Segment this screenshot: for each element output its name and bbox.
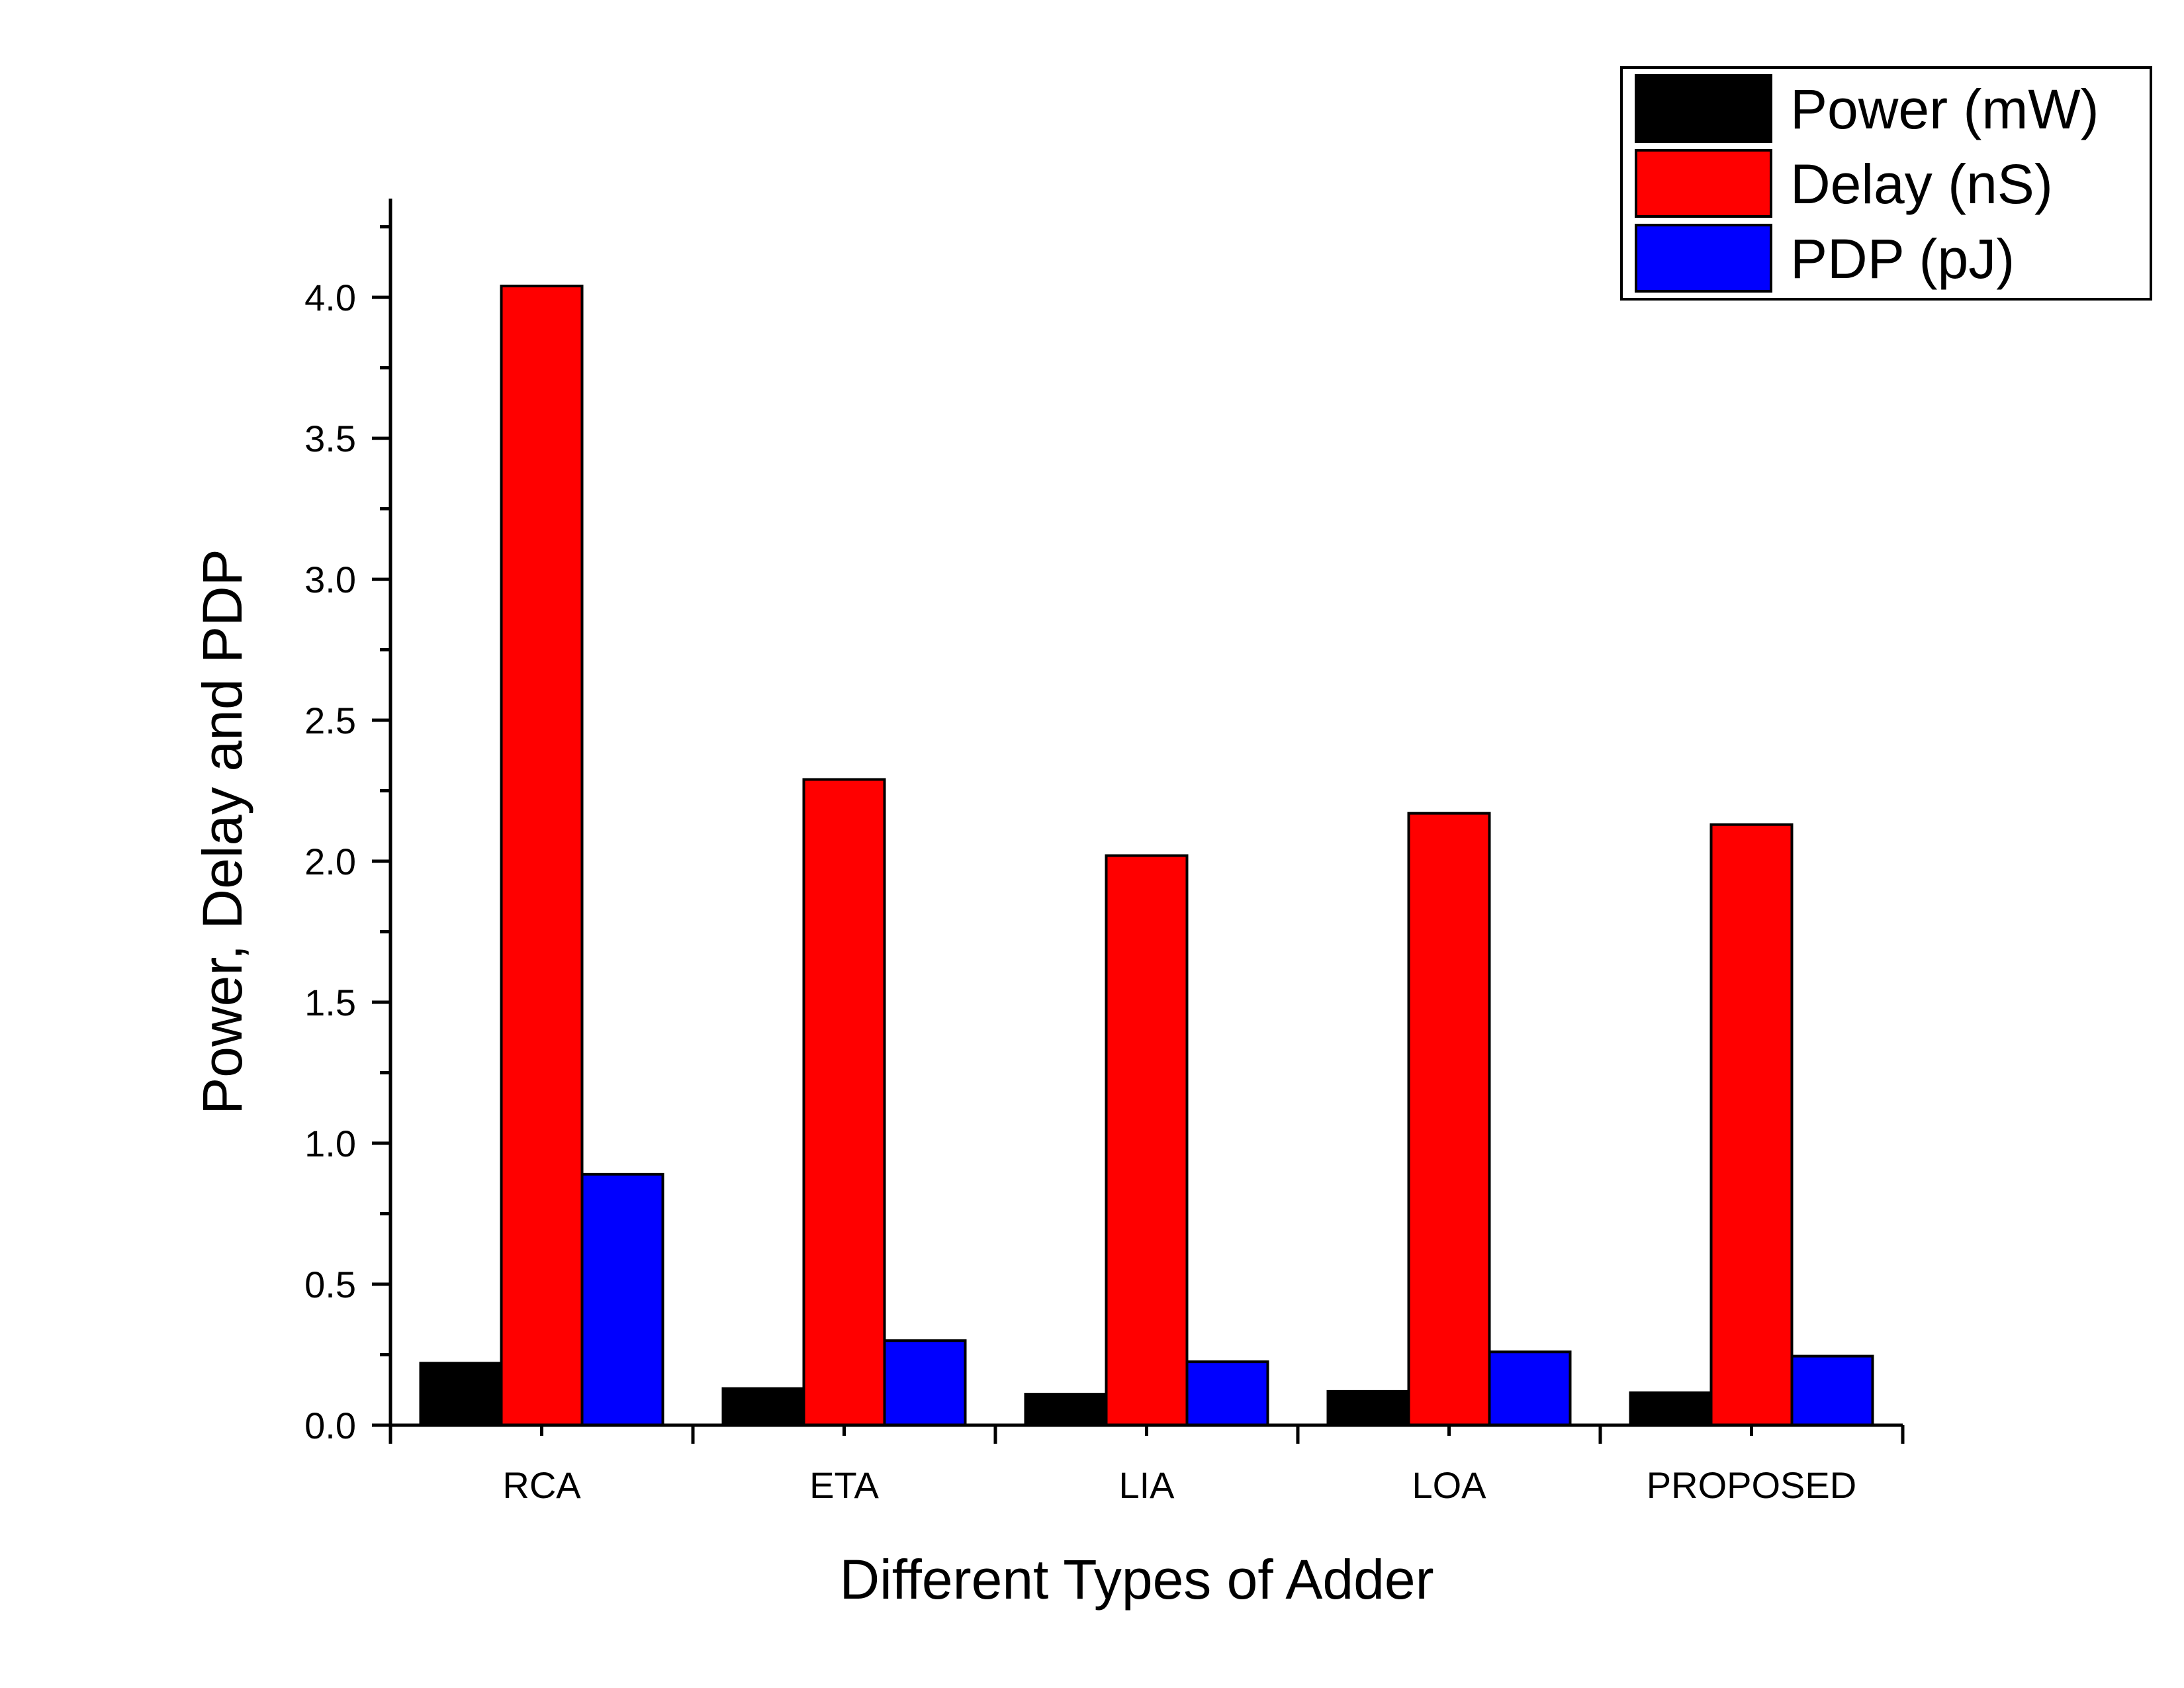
- bar-loa-power: [1326, 1389, 1410, 1427]
- x-tick-label: ETA: [809, 1464, 879, 1506]
- bar-proposed-delay: [1709, 823, 1794, 1427]
- legend-label: PDP (pJ): [1790, 228, 2015, 290]
- legend-swatch: [1635, 149, 1772, 218]
- x-tick-label: LOA: [1412, 1464, 1486, 1506]
- y-tick-label: 3.0: [304, 559, 356, 600]
- bar-eta-delay: [802, 778, 886, 1427]
- y-tick-label: 2.0: [304, 841, 356, 882]
- axes-layer: [372, 199, 1905, 1444]
- labels-layer: RCA ETA LIA LOA PROPOSED 0.0 0.5 1.0 1.5 2.0 2.5 3.…: [191, 277, 1856, 1611]
- y-axis-title: Power, Delay and PDP: [191, 549, 253, 1114]
- bar-eta-pdp: [883, 1339, 967, 1427]
- y-tick-label: 2.5: [304, 700, 356, 741]
- bar-lia-pdp: [1185, 1360, 1269, 1427]
- bar-rca-delay: [500, 285, 584, 1427]
- bar-eta-power: [721, 1387, 805, 1427]
- x-tick-label: LIA: [1118, 1464, 1175, 1506]
- legend-swatch: [1635, 224, 1772, 293]
- y-tick-label: 1.0: [304, 1123, 356, 1164]
- bars-layer: [419, 285, 1874, 1427]
- y-tick-label: 4.0: [304, 277, 356, 318]
- bar-rca-pdp: [580, 1172, 664, 1427]
- y-tick-label: 0.0: [304, 1405, 356, 1446]
- bar-proposed-pdp: [1790, 1354, 1874, 1427]
- legend-label: Delay (nS): [1790, 153, 2053, 215]
- legend-label: Power (mW): [1790, 78, 2099, 140]
- bar-loa-delay: [1407, 812, 1491, 1427]
- bar-lia-delay: [1105, 854, 1189, 1427]
- y-tick-label: 0.5: [304, 1264, 356, 1305]
- x-tick-label: RCA: [502, 1464, 581, 1506]
- bar-loa-pdp: [1488, 1350, 1572, 1427]
- y-tick-label: 1.5: [304, 982, 356, 1023]
- legend: Power (mW) Delay (nS) PDP (pJ): [1620, 66, 2152, 301]
- x-axis-title: Different Types of Adder: [839, 1548, 1433, 1611]
- y-tick-label: 3.5: [304, 418, 356, 459]
- bar-lia-power: [1024, 1393, 1108, 1427]
- bar-proposed-power: [1629, 1391, 1713, 1427]
- bar-rca-power: [419, 1362, 503, 1427]
- legend-swatch: [1635, 74, 1772, 143]
- x-tick-label: PROPOSED: [1647, 1464, 1856, 1506]
